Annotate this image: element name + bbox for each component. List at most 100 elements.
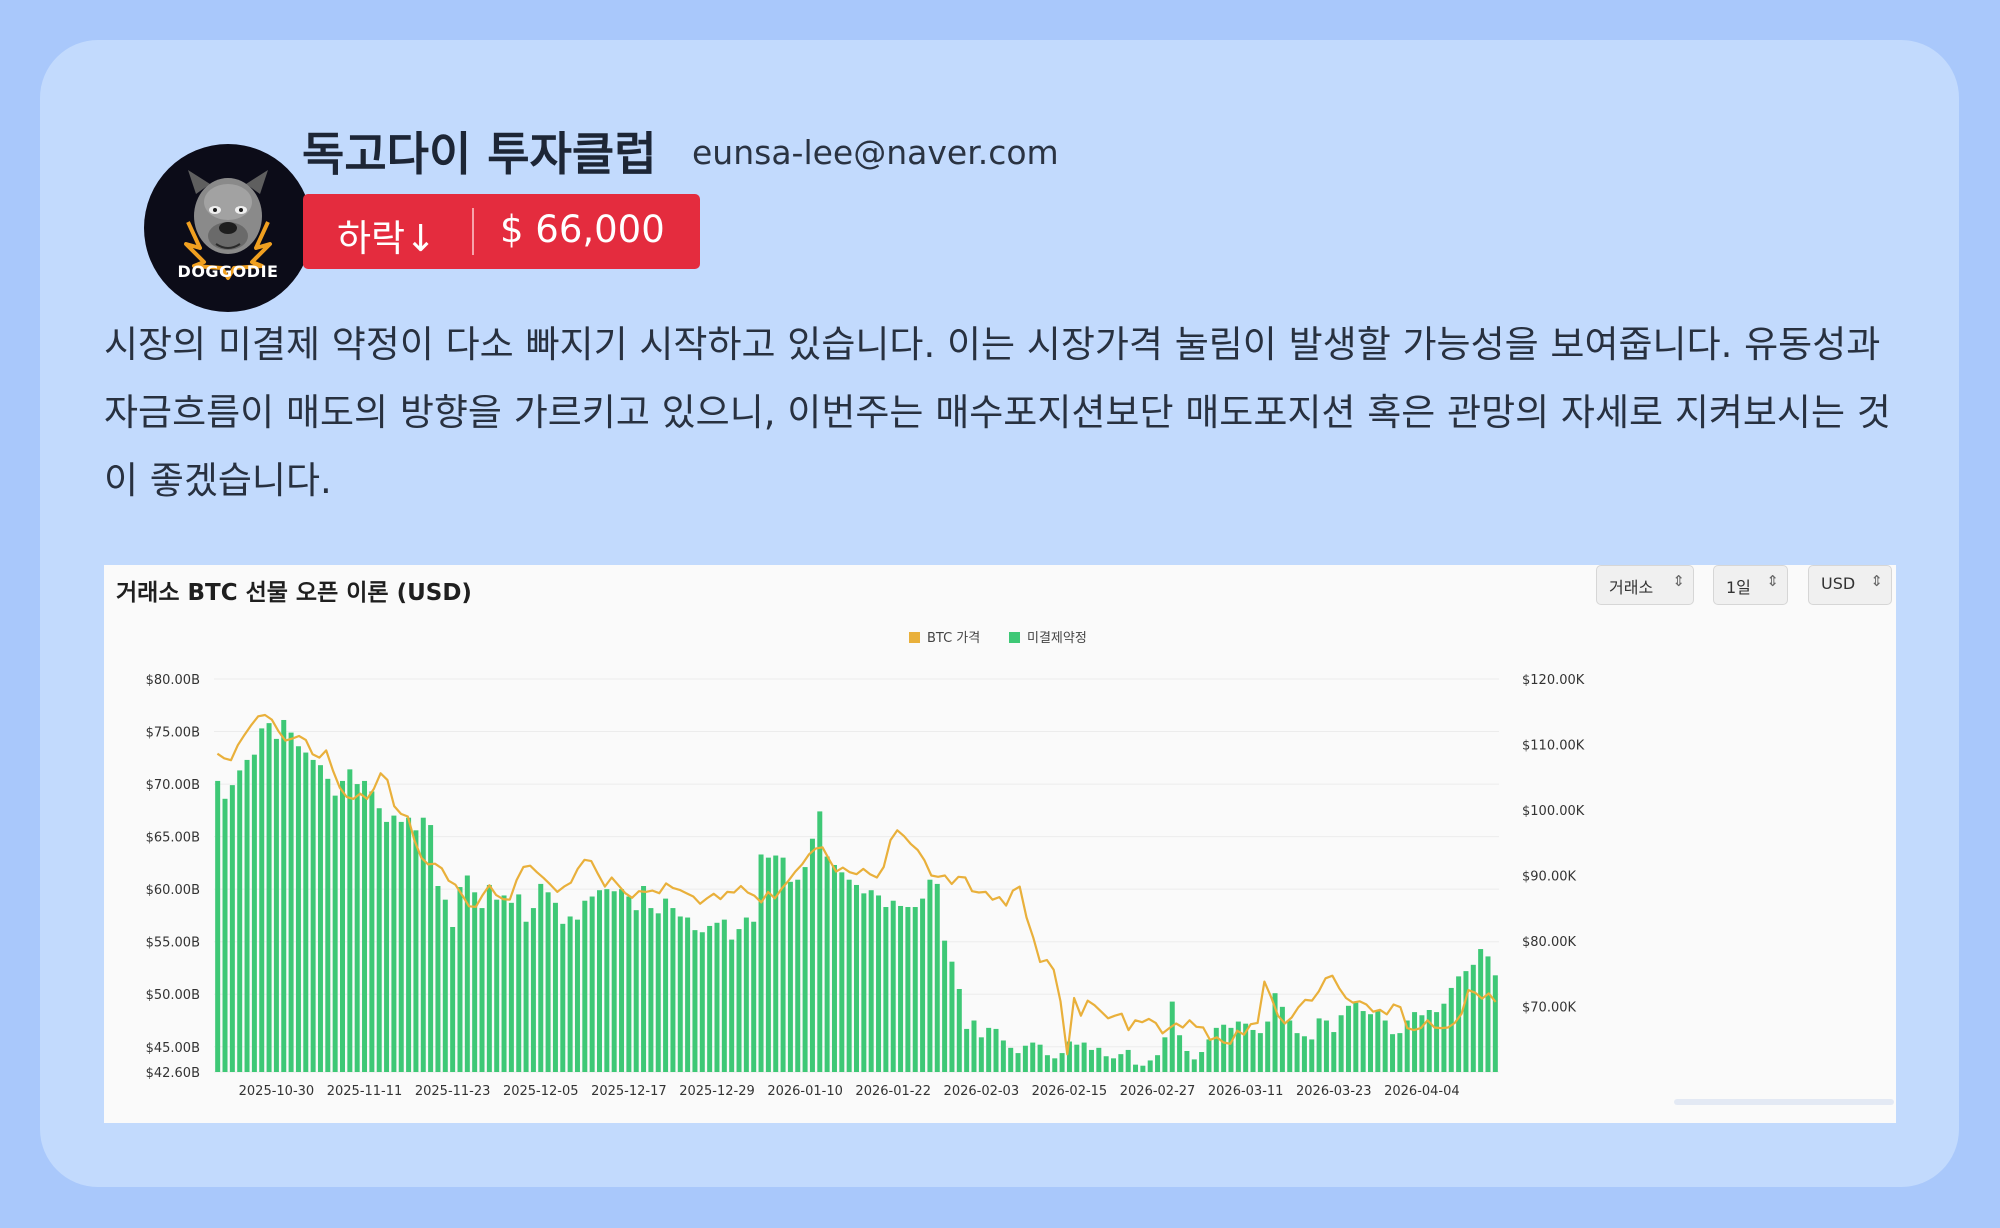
oi-bar — [237, 770, 243, 1072]
oi-bar — [347, 769, 353, 1072]
legend-label-btc-price: BTC 가격 — [927, 631, 980, 646]
open-interest-chart: 거래소 BTC 선물 오픈 이론 (USD) 거래소 ⇕ 1일 ⇕ USD ⇕ … — [104, 565, 1896, 1123]
x-tick-label: 2025-11-23 — [415, 1084, 491, 1099]
oi-bar — [1162, 1037, 1168, 1072]
interval-select[interactable]: 1일 ⇕ — [1713, 565, 1788, 605]
oi-bar — [1111, 1058, 1116, 1072]
y-left-tick-label: $75.00B — [146, 726, 200, 741]
currency-select-label: USD — [1821, 574, 1856, 593]
oi-bar — [582, 900, 588, 1072]
author-email[interactable]: eunsa-lee@naver.com — [692, 133, 1059, 172]
interval-select-label: 1일 — [1726, 578, 1751, 597]
oi-bar — [1265, 1021, 1271, 1072]
oi-bar — [619, 889, 625, 1072]
oi-bar — [1177, 1035, 1183, 1072]
oi-bar — [685, 917, 691, 1072]
oi-bar — [574, 919, 580, 1072]
exchange-select-label: 거래소 — [1609, 578, 1654, 597]
oi-bar — [964, 1028, 970, 1072]
oi-bar — [479, 908, 485, 1072]
oi-bar — [1345, 1005, 1351, 1072]
post-description: 시장의 미결제 약정이 다소 빠지기 시작하고 있습니다. 이는 시장가격 눌림… — [104, 323, 1891, 502]
oi-bar — [1323, 1020, 1329, 1072]
target-price: $ 66,000 — [500, 208, 665, 251]
oi-bar — [1191, 1059, 1197, 1072]
oi-bar — [912, 907, 918, 1072]
x-tick-label: 2026-02-15 — [1032, 1084, 1108, 1099]
oi-bar — [1390, 1034, 1396, 1072]
oi-bar — [795, 879, 801, 1072]
oi-bar — [1485, 956, 1491, 1072]
oi-bar — [942, 940, 948, 1072]
oi-bar — [1066, 1041, 1072, 1072]
oi-bar — [670, 908, 676, 1072]
oi-bar — [1316, 1018, 1322, 1072]
oi-bar — [883, 907, 889, 1072]
oi-bar — [1074, 1044, 1080, 1072]
oi-bar — [898, 905, 904, 1072]
oi-bar — [244, 759, 250, 1072]
oi-bar — [1243, 1023, 1249, 1072]
y-left-tick-label: $60.00B — [146, 883, 200, 898]
oi-bar — [1059, 1053, 1065, 1072]
oi-bar — [1037, 1044, 1043, 1072]
oi-bar — [1470, 964, 1476, 1072]
oi-bar — [956, 988, 962, 1072]
oi-bar — [633, 910, 639, 1072]
oi-bar — [501, 895, 507, 1072]
oi-bar — [457, 887, 463, 1072]
oi-bar — [597, 890, 602, 1072]
chevron-updown-icon: ⇕ — [1870, 572, 1883, 590]
y-left-tick-label: $42.60B — [146, 1066, 200, 1081]
oi-bar — [611, 891, 617, 1072]
oi-bar — [1206, 1039, 1212, 1072]
chevron-updown-icon: ⇕ — [1672, 572, 1685, 590]
oi-bar — [1360, 1011, 1366, 1072]
club-name: 독고다이 투자클럽 — [302, 127, 657, 181]
oi-bar — [1103, 1056, 1109, 1072]
oi-bar — [332, 795, 338, 1072]
oi-bar — [1434, 1012, 1440, 1072]
oi-bar — [1441, 1003, 1447, 1072]
oi-bar — [905, 907, 911, 1072]
oi-bar — [1081, 1042, 1087, 1072]
oi-bar — [1412, 1012, 1418, 1072]
oi-bar — [934, 883, 940, 1072]
oi-bar — [751, 921, 757, 1072]
currency-select[interactable]: USD ⇕ — [1808, 565, 1892, 605]
oi-bar — [626, 896, 632, 1072]
oi-bar — [1456, 976, 1462, 1072]
exchange-select[interactable]: 거래소 ⇕ — [1596, 565, 1694, 605]
oi-bar — [648, 908, 654, 1072]
oi-bar — [340, 780, 345, 1072]
oi-bar — [1155, 1055, 1161, 1072]
oi-bar — [229, 785, 235, 1072]
oi-bar — [1235, 1021, 1241, 1072]
oi-bar — [398, 821, 404, 1072]
oi-bar — [1088, 1049, 1094, 1072]
oi-bar — [1375, 1010, 1381, 1072]
oi-bar — [854, 884, 859, 1072]
y-left-tick-label: $55.00B — [146, 936, 200, 951]
oi-bar — [450, 926, 456, 1072]
chart-scrollbar — [1674, 1099, 1894, 1105]
oi-bar — [927, 879, 933, 1072]
oi-bar — [1448, 987, 1454, 1072]
legend-swatch-open-interest — [1009, 632, 1020, 643]
oi-bar — [729, 939, 735, 1072]
oi-bar — [780, 857, 786, 1072]
oi-bar — [1463, 971, 1469, 1072]
oi-bar — [428, 825, 434, 1072]
oi-bar — [1213, 1027, 1219, 1072]
oi-bar — [1353, 1002, 1359, 1072]
oi-bar — [641, 886, 647, 1072]
oi-bar — [464, 875, 470, 1072]
avatar[interactable]: DOGGODIE — [144, 144, 312, 312]
x-tick-label: 2026-03-11 — [1208, 1084, 1284, 1099]
oi-bar — [604, 889, 610, 1072]
oi-bar — [215, 780, 221, 1072]
oi-bar — [1419, 1015, 1425, 1072]
x-tick-label: 2026-03-23 — [1296, 1084, 1372, 1099]
oi-bar — [266, 723, 272, 1072]
oi-bar — [986, 1027, 992, 1072]
